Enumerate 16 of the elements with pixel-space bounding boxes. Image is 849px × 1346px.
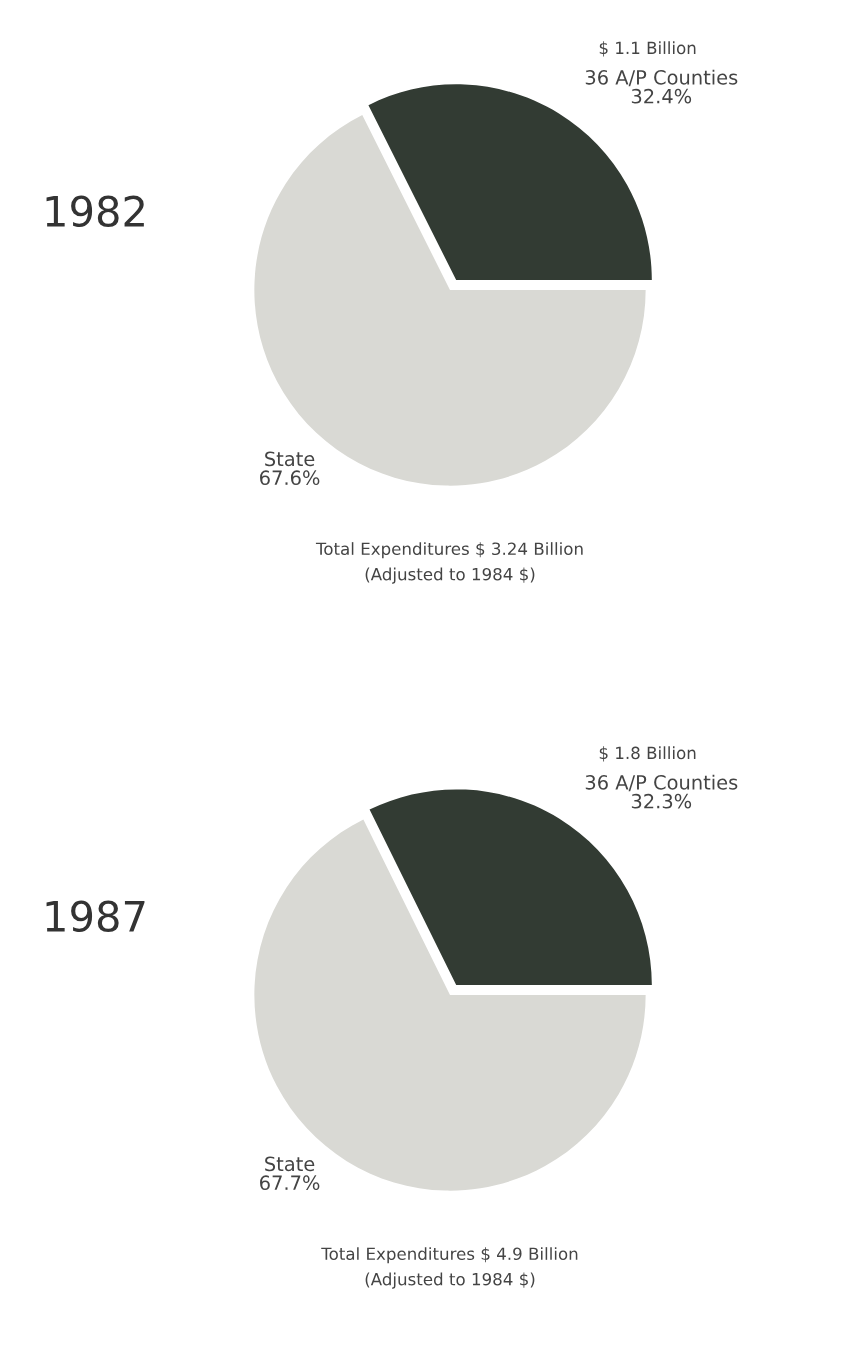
text: 1982 [46, 195, 144, 228]
text: Total Expenditures $ 4.9 Billion [321, 1247, 578, 1264]
slice-label: 36 A/P Counties [585, 774, 738, 792]
text: 1987 [46, 900, 145, 933]
data-label: 67.6% [260, 470, 320, 486]
data-label: 32.4% [631, 88, 692, 104]
slice-label: State [265, 451, 315, 467]
data-label: 32.3% [631, 793, 692, 809]
slice-label: 36 A/P Counties [585, 69, 738, 87]
text: $ 1.1 Billion [599, 41, 696, 57]
text: (Adjusted to 1984 $) [365, 567, 535, 584]
data-label: 67.7% [260, 1175, 320, 1191]
text: $ 1.8 Billion [599, 746, 696, 762]
text: (Adjusted to 1984 $) [365, 1272, 535, 1289]
text: Total Expenditures $ 3.24 Billion [315, 542, 583, 559]
slice-label: State [265, 1156, 315, 1172]
